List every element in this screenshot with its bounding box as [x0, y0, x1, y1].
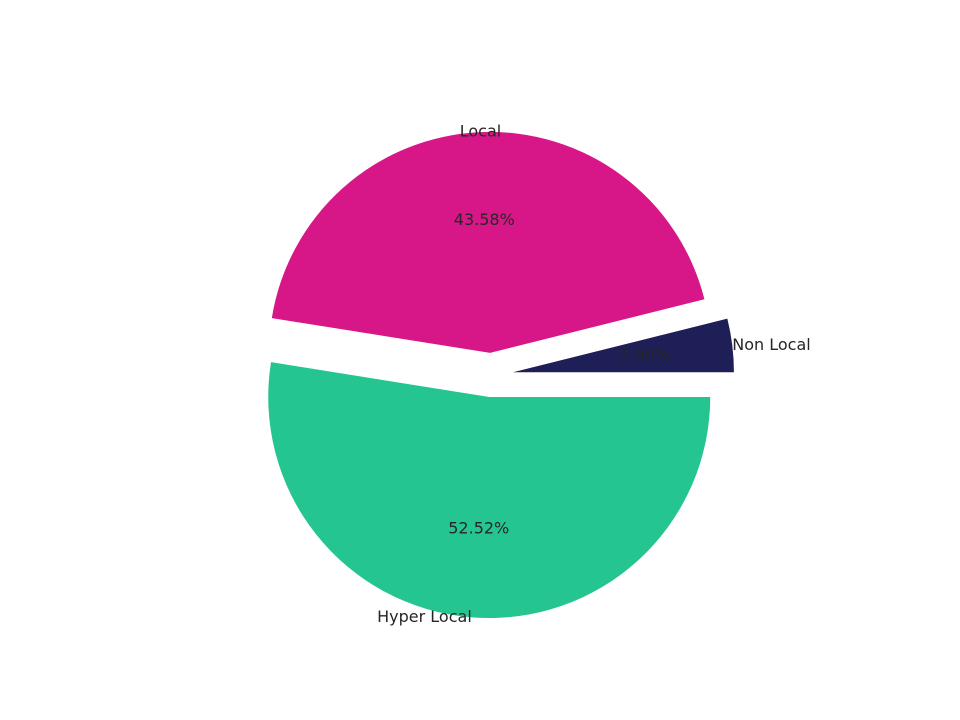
slice-label-non-local: Non Local [732, 335, 810, 354]
slice-non-local [512, 318, 734, 373]
pct-label-local: 43.58% [454, 210, 515, 229]
slice-label-local: Local [460, 122, 501, 141]
slice-local [271, 131, 705, 353]
slice-label-hyper-local: Hyper Local [377, 607, 472, 626]
pct-label-hyper-local: 52.52% [448, 519, 509, 538]
pie-slices [268, 131, 734, 619]
pie-labels: Non Local 3.90% Local 43.58% Hyper Local 52.5… [377, 122, 811, 626]
pct-label-non-local: 3.90% [619, 346, 670, 365]
slice-hyper-local [268, 362, 711, 619]
